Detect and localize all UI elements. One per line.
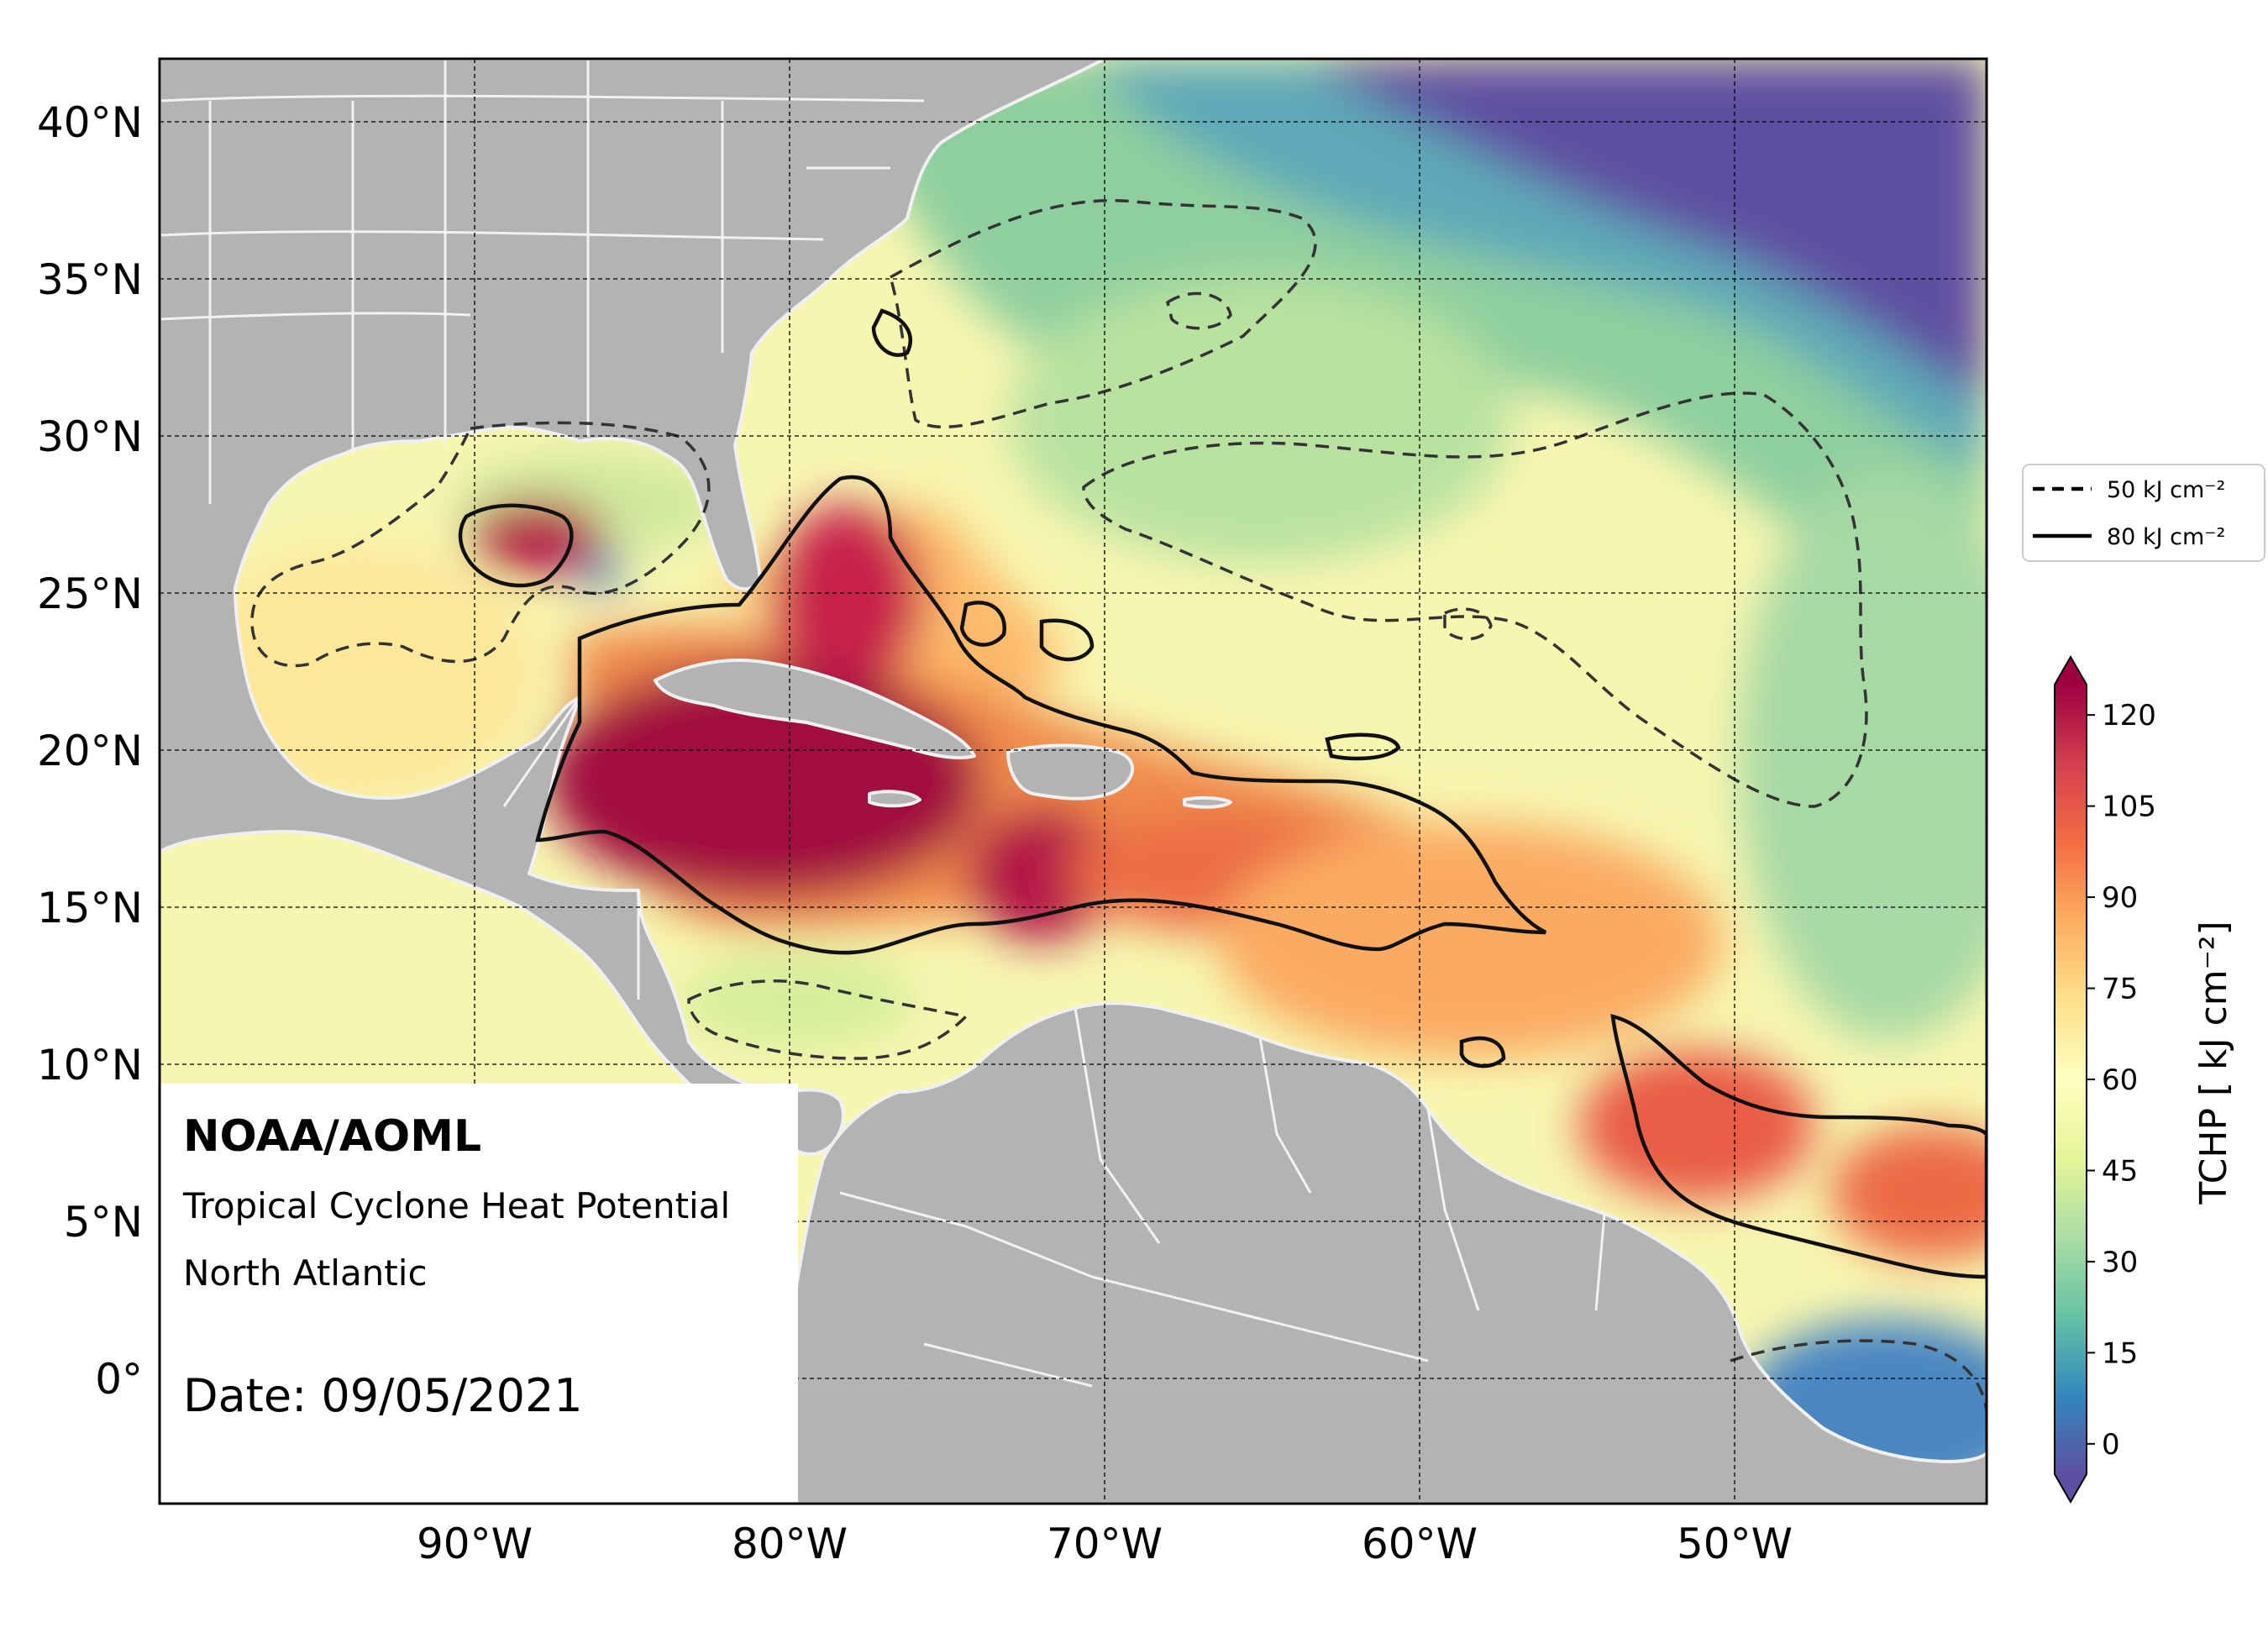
colorbar-tick-label: 15 (2102, 1336, 2138, 1370)
north-america-land (160, 59, 1106, 1156)
jamaica-island (868, 790, 921, 808)
x-tick-label: 80°W (732, 1520, 848, 1568)
x-axis-ticks: 90°W 80°W 70°W 60°W 50°W (417, 1520, 1793, 1568)
date-label: Date: 09/05/2021 (183, 1369, 583, 1422)
colorbar-tick-label: 75 (2102, 973, 2138, 1006)
y-tick-label: 15°N (37, 884, 143, 932)
colorbar-label: TCHP [ kJ cm⁻²] (2192, 921, 2235, 1205)
hispaniola-island (1006, 743, 1135, 801)
colorbar-ticks: 0 15 30 45 60 75 90 105 120 (2087, 699, 2156, 1462)
gulf-loop-hot (470, 500, 605, 575)
puerto-rico-island (1183, 795, 1232, 809)
colorbar: 0 15 30 45 60 75 90 105 120 TCHP [ kJ cm⁻²] (2054, 654, 2235, 1504)
x-tick-label: 70°W (1047, 1520, 1163, 1568)
central-orange (1218, 823, 1722, 1058)
x-tick-label: 50°W (1677, 1520, 1793, 1568)
institution-label: NOAA/AOML (183, 1111, 481, 1162)
product-label: Tropical Cyclone Heat Potential (182, 1185, 730, 1226)
y-tick-label: 5°N (64, 1198, 143, 1247)
colorbar-tick-label: 120 (2102, 699, 2156, 732)
colorbar-tick-label: 60 (2102, 1063, 2138, 1097)
colorbar-tick-label: 30 (2102, 1246, 2138, 1279)
colorbar-outline (2054, 654, 2087, 1504)
map-area (160, 59, 1987, 1504)
gulf-blue-spot (577, 553, 624, 590)
colorbar-tick-label: 45 (2102, 1154, 2138, 1188)
colorbar-tick-label: 90 (2102, 881, 2138, 915)
political-borders (160, 59, 1606, 1388)
colorbar-fill (2055, 685, 2087, 1474)
gulf-warm (185, 546, 538, 798)
y-tick-label: 0° (95, 1355, 143, 1404)
cuba-island (654, 659, 976, 759)
region-label: North Atlantic (183, 1252, 428, 1294)
y-axis-ticks: 40°N 35°N 30°N 25°N 20°N 15°N 10°N 5°N 0… (37, 98, 143, 1404)
y-tick-label: 25°N (37, 570, 143, 618)
gridlines (160, 59, 1987, 1504)
guianas-hot (1579, 1050, 1814, 1201)
y-tick-label: 40°N (37, 98, 143, 147)
contour-50 (250, 199, 1987, 1412)
x-tick-label: 90°W (417, 1520, 533, 1568)
info-box (160, 1084, 798, 1504)
map-frame (158, 57, 1988, 1505)
east-atlantic-green (1739, 470, 1987, 1042)
bahamas-hot (773, 504, 924, 689)
colorbar-tick-label: 105 (2102, 790, 2156, 824)
legend-entry-50: 50 kJ cm⁻² (2107, 477, 2225, 503)
y-tick-label: 10°N (37, 1041, 143, 1089)
y-tick-label: 20°N (37, 727, 143, 775)
contour-80 (458, 308, 1987, 1279)
contour-legend: 50 kJ cm⁻² 80 kJ cm⁻² (2022, 464, 2265, 562)
central-america-pacific-green (680, 949, 916, 1050)
equatorial-hot (1831, 1126, 1987, 1260)
colorbar-extend-top (2055, 657, 2087, 685)
y-tick-label: 30°N (37, 412, 143, 461)
colorbar-extend-bottom (2055, 1474, 2087, 1502)
central-atlantic-green (1008, 277, 1512, 563)
x-tick-label: 60°W (1362, 1520, 1478, 1568)
y-tick-label: 35°N (37, 255, 143, 304)
coldest-north-region (1310, 59, 1987, 403)
legend-entry-80: 80 kJ cm⁻² (2107, 524, 2225, 550)
colorbar-tick-label: 0 (2102, 1428, 2120, 1462)
